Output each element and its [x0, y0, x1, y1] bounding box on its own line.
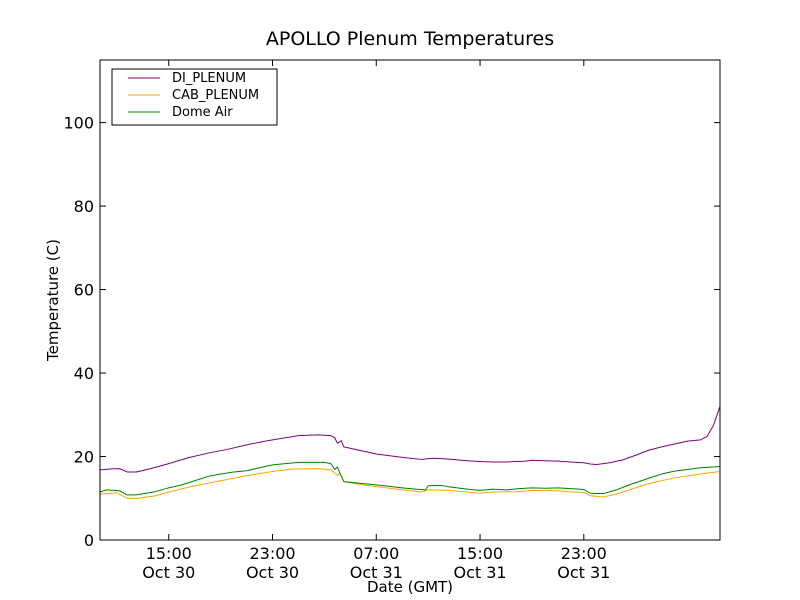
y-axis-label: Temperature (C) — [44, 239, 62, 362]
y-tick-label: 60 — [74, 281, 94, 300]
legend-entry-label: DI_PLENUM — [172, 71, 246, 86]
x-tick-date-label: Oct 31 — [350, 563, 403, 582]
y-tick-label: 40 — [74, 364, 94, 383]
y-tick-label: 80 — [74, 197, 94, 216]
legend: DI_PLENUM CAB_PLENUM Dome Air — [111, 68, 278, 126]
x-tick-time-label: 23:00 — [249, 544, 295, 563]
series-line-dome-air — [100, 461, 720, 496]
x-tick-time-label: 15:00 — [457, 544, 503, 563]
x-tick-date-label: Oct 30 — [246, 563, 299, 582]
y-tick-label: 20 — [74, 448, 94, 467]
legend-entry-label: CAB_PLENUM — [172, 88, 259, 103]
y-tick-label: 0 — [84, 531, 94, 550]
x-tick-time-label: 07:00 — [353, 544, 399, 563]
legend-entry-label: Dome Air — [172, 105, 233, 120]
plot-area-frame — [99, 59, 721, 541]
x-tick-date-label: Oct 31 — [557, 563, 610, 582]
y-tick-label: 100 — [63, 114, 94, 133]
x-tick-time-label: 23:00 — [561, 544, 607, 563]
y-axis: 0 20 40 60 80 100 — [63, 114, 720, 550]
chart-title: APOLLO Plenum Temperatures — [266, 28, 554, 50]
series-line-di-plenum — [100, 402, 720, 473]
x-tick-time-label: 15:00 — [146, 544, 192, 563]
x-axis-label: Date (GMT) — [367, 578, 453, 596]
x-tick-date-label: Oct 30 — [142, 563, 195, 582]
series-line-cab-plenum — [100, 468, 720, 500]
x-tick-date-label: Oct 31 — [453, 563, 506, 582]
